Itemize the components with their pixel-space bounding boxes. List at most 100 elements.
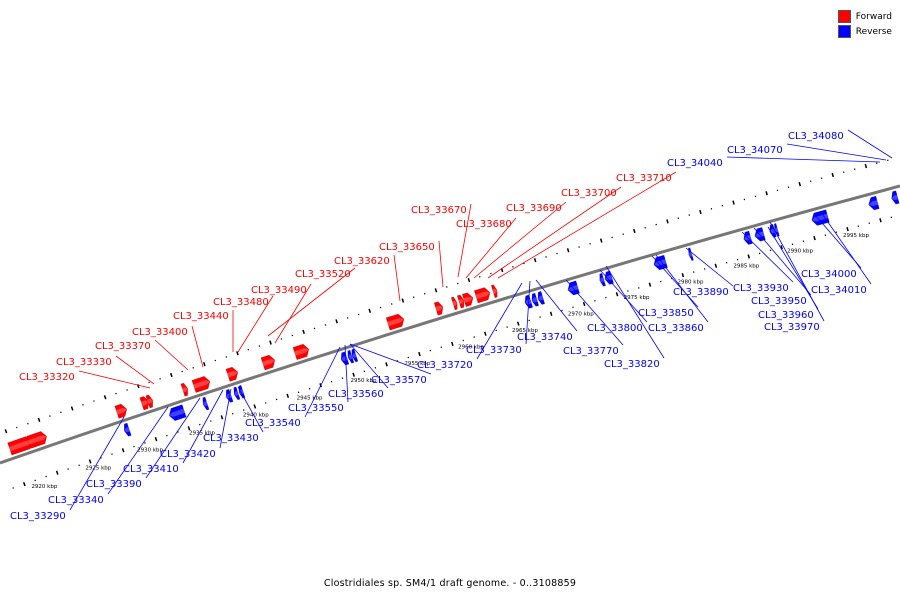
reverse-gene-label[interactable]: CL3_33970 xyxy=(764,322,820,333)
inner-tick xyxy=(692,271,695,273)
reverse-gene-leader-line xyxy=(741,231,794,283)
gene-highlight xyxy=(169,408,185,417)
scale-tick-label: 2980 kbp xyxy=(678,279,704,285)
forward-gene-label[interactable]: CL3_33680 xyxy=(456,219,512,230)
reverse-gene-label[interactable]: CL3_33740 xyxy=(517,332,573,343)
reverse-gene-label[interactable]: CL3_33930 xyxy=(733,283,789,294)
reverse-gene[interactable] xyxy=(867,195,880,211)
forward-gene-label[interactable]: CL3_33650 xyxy=(379,242,435,253)
reverse-gene[interactable] xyxy=(773,223,780,237)
forward-gene-leader-line xyxy=(154,339,189,371)
forward-gene[interactable] xyxy=(473,286,492,304)
forward-gene[interactable] xyxy=(385,313,406,331)
inner-tick xyxy=(868,222,871,224)
reverse-gene-label[interactable]: CL3_33860 xyxy=(648,323,704,334)
reverse-gene[interactable] xyxy=(536,290,546,305)
reverse-gene-label[interactable]: CL3_33800 xyxy=(587,323,643,334)
forward-gene-label[interactable]: CL3_33690 xyxy=(506,203,562,214)
reverse-gene-label[interactable]: CL3_33340 xyxy=(48,495,104,506)
forward-gene-label[interactable]: CL3_33440 xyxy=(173,311,229,322)
reverse-gene-label[interactable]: CL3_33950 xyxy=(751,296,807,307)
forward-gene-label[interactable]: CL3_33400 xyxy=(132,327,188,338)
reverse-gene-label[interactable]: CL3_33390 xyxy=(86,479,142,490)
reverse-gene-label[interactable]: CL3_34080 xyxy=(788,131,844,142)
reverse-gene-label[interactable]: CL3_33420 xyxy=(160,449,216,460)
reverse-gene[interactable] xyxy=(890,190,900,205)
forward-gene[interactable] xyxy=(225,366,240,382)
outer-tick xyxy=(566,248,570,253)
reverse-gene[interactable] xyxy=(598,272,606,287)
forward-gene-label[interactable]: CL3_33370 xyxy=(95,341,151,352)
reverse-gene-leader-line xyxy=(786,143,887,161)
forward-gene[interactable] xyxy=(191,375,212,393)
reverse-gene-label[interactable]: CL3_33720 xyxy=(417,360,473,371)
forward-gene[interactable] xyxy=(450,296,459,311)
forward-gene-label[interactable]: CL3_33700 xyxy=(561,188,617,199)
outer-tick xyxy=(457,282,459,285)
reverse-gene-leader-line xyxy=(344,344,349,403)
reverse-gene-label[interactable]: CL3_33820 xyxy=(604,359,660,370)
forward-gene[interactable] xyxy=(292,343,311,361)
reverse-gene-label[interactable]: CL3_33290 xyxy=(10,511,66,522)
outer-tick xyxy=(313,327,316,330)
reverse-gene-label[interactable]: CL3_33550 xyxy=(288,403,344,414)
reverse-gene[interactable] xyxy=(232,386,241,401)
gene-highlight xyxy=(27,435,47,445)
forward-gene-label[interactable]: CL3_33670 xyxy=(411,205,467,216)
reverse-gene-label[interactable]: CL3_33960 xyxy=(758,310,814,321)
reverse-gene[interactable] xyxy=(810,209,830,227)
forward-gene[interactable] xyxy=(145,394,155,409)
forward-gene[interactable] xyxy=(139,395,151,411)
reverse-gene-label[interactable]: CL3_34000 xyxy=(801,269,857,280)
reverse-gene-label[interactable]: CL3_34070 xyxy=(727,145,783,156)
forward-gene-label[interactable]: CL3_33620 xyxy=(334,256,390,267)
forward-gene[interactable] xyxy=(433,301,445,316)
outer-tick xyxy=(93,400,95,402)
forward-gene-label[interactable]: CL3_33320 xyxy=(19,372,75,383)
reverse-gene-label[interactable]: CL3_34040 xyxy=(667,158,723,169)
forward-gene[interactable] xyxy=(456,294,466,309)
forward-gene[interactable] xyxy=(26,430,49,449)
reverse-gene[interactable] xyxy=(167,404,187,422)
forward-gene[interactable] xyxy=(260,354,277,371)
reverse-gene-label[interactable]: CL3_33770 xyxy=(563,346,619,357)
reverse-gene-leader-line xyxy=(349,343,432,375)
reverse-gene-label[interactable]: CL3_33410 xyxy=(123,464,179,475)
reverse-gene-label[interactable]: CL3_33540 xyxy=(245,418,301,429)
reverse-gene-label[interactable]: CL3_33850 xyxy=(638,308,694,319)
forward-gene-label[interactable]: CL3_33710 xyxy=(616,173,672,184)
forward-gene-label[interactable]: CL3_33480 xyxy=(213,297,269,308)
reverse-gene[interactable] xyxy=(350,348,359,363)
reverse-gene-leader-line xyxy=(847,129,893,159)
reverse-gene-label[interactable]: CL3_33570 xyxy=(371,375,427,386)
forward-gene-label[interactable]: CL3_33330 xyxy=(56,357,112,368)
forward-gene-label[interactable]: CL3_33520 xyxy=(295,269,351,280)
outer-tick xyxy=(203,362,206,367)
forward-gene[interactable] xyxy=(180,382,190,397)
outer-tick xyxy=(181,370,183,373)
forward-gene-label[interactable]: CL3_33490 xyxy=(251,285,307,296)
forward-gene[interactable] xyxy=(114,403,129,419)
inner-tick xyxy=(681,273,685,278)
reverse-gene-leader-line xyxy=(565,279,624,346)
inner-tick xyxy=(615,292,619,297)
gene-highlight xyxy=(868,200,879,206)
forward-gene[interactable] xyxy=(490,284,499,299)
reverse-gene[interactable] xyxy=(122,422,132,437)
reverse-gene[interactable] xyxy=(768,223,777,238)
outer-tick xyxy=(103,395,107,400)
reverse-gene-label[interactable]: CL3_33560 xyxy=(328,389,384,400)
reverse-gene[interactable] xyxy=(201,396,210,411)
reverse-gene-label[interactable]: CL3_33730 xyxy=(466,345,522,356)
outer-tick xyxy=(765,191,768,196)
gene-highlight xyxy=(531,297,538,303)
reverse-gene[interactable] xyxy=(566,280,580,296)
inner-tick xyxy=(473,336,475,338)
reverse-gene[interactable] xyxy=(339,351,350,366)
reverse-gene-label[interactable]: CL3_33890 xyxy=(673,287,729,298)
forward-gene[interactable] xyxy=(461,292,475,308)
reverse-gene-label[interactable]: CL3_33430 xyxy=(203,433,259,444)
reverse-gene[interactable] xyxy=(530,292,540,307)
reverse-gene-label[interactable]: CL3_34010 xyxy=(811,285,867,296)
reverse-gene[interactable] xyxy=(346,349,355,364)
